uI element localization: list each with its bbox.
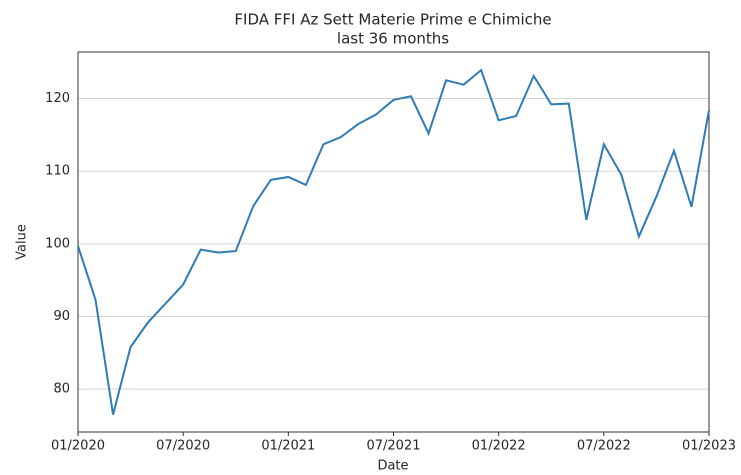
chart-title: FIDA FFI Az Sett Materie Prime e Chimich…: [234, 11, 551, 29]
x-tick-label: 07/2021: [366, 439, 420, 454]
plot-frame: [77, 51, 710, 433]
x-tick-label: 01/2020: [51, 439, 105, 454]
y-tick-label: 100: [45, 236, 70, 251]
x-tick-label: 01/2021: [261, 439, 315, 454]
x-tick-label: 01/2023: [682, 439, 736, 454]
x-tick-label: 07/2022: [577, 439, 631, 454]
y-axis-label: Value: [15, 224, 30, 260]
y-tick-label: 120: [45, 91, 70, 106]
y-tick-label: 90: [53, 309, 70, 324]
x-axis-label: Date: [377, 459, 408, 474]
x-tick-label: 01/2022: [472, 439, 526, 454]
chart-subtitle: last 36 months: [337, 30, 449, 48]
y-tick-label: 80: [53, 382, 70, 397]
y-tick-label: 110: [45, 164, 70, 179]
x-tick-label: 07/2020: [156, 439, 210, 454]
line: [77, 68, 710, 415]
